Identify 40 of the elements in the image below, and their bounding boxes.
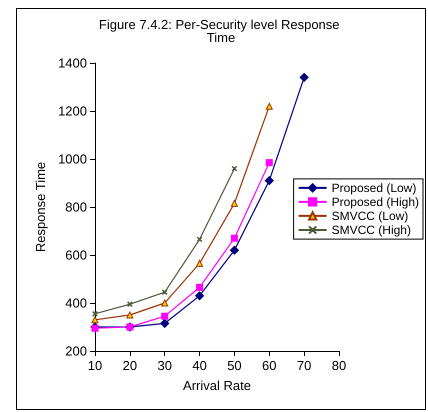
y-tick-label: 800 [65, 200, 87, 214]
legend-label: Proposed (High) [332, 194, 420, 209]
x-tick-label: 40 [192, 358, 207, 373]
y-tick-label: 200 [65, 344, 87, 358]
point [230, 246, 239, 255]
x-axis-title: Arrival Rate [183, 378, 251, 393]
point [264, 176, 274, 186]
point [126, 312, 134, 318]
point [196, 236, 203, 242]
point [161, 300, 168, 306]
y-axis-title: Response Time [33, 162, 48, 252]
point [266, 159, 273, 166]
point [230, 200, 238, 207]
point [300, 72, 309, 82]
x-tick-label: 20 [122, 358, 138, 373]
y-tick-label: 1200 [58, 104, 87, 118]
y-tick-label: 1400 [58, 56, 87, 70]
y-tick-label: 1000 [58, 152, 87, 166]
legend-label: SMVCC (High) [332, 223, 411, 237]
x-tick-label: 10 [88, 358, 102, 373]
x-tick-label: 80 [332, 358, 346, 373]
point [160, 318, 170, 328]
y-tick-label: 600 [65, 248, 87, 262]
x-tick-label: 60 [262, 358, 277, 373]
legend-label: Proposed (Low) [332, 180, 416, 195]
point [195, 291, 204, 300]
x-tick-label: 70 [296, 358, 312, 373]
point [126, 301, 133, 308]
point [266, 102, 273, 110]
x-tick-label: 50 [227, 358, 242, 373]
point [196, 284, 204, 291]
y-tick-label: 400 [65, 296, 87, 310]
point [162, 289, 168, 296]
chart-title: Figure 7.4.2: Per-Security level Response Time [98, 17, 344, 45]
point [161, 312, 168, 320]
legend-label: SMVCC (Low) [332, 208, 408, 223]
point [196, 260, 204, 267]
x-tick-label: 30 [157, 358, 172, 373]
point [230, 234, 238, 242]
point [92, 324, 98, 332]
